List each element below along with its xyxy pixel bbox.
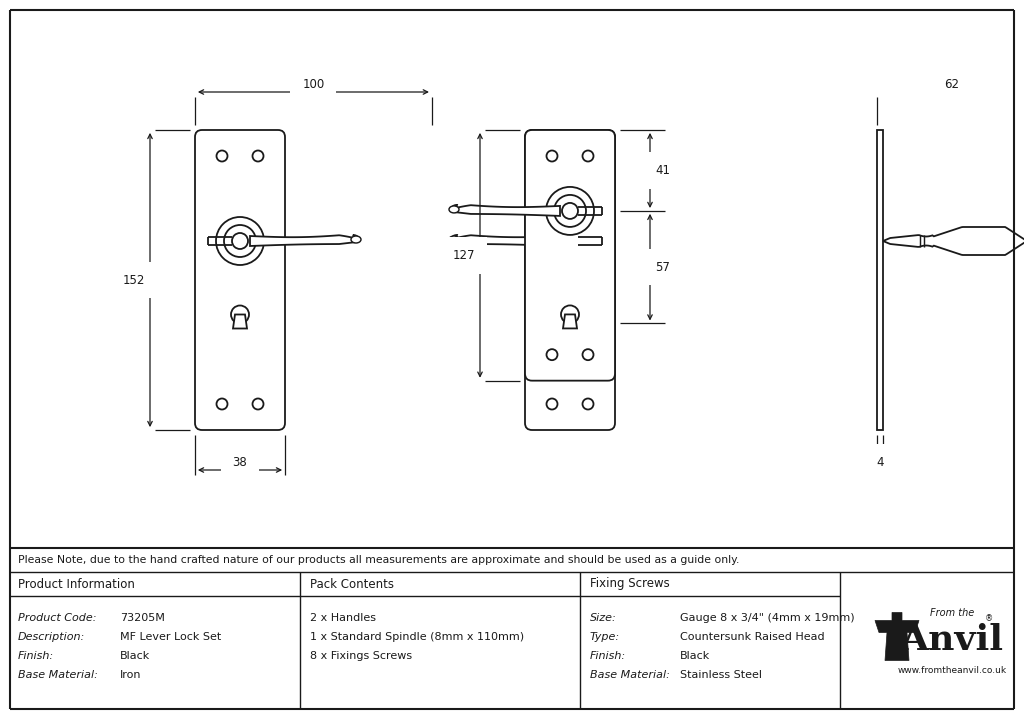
Circle shape — [546, 217, 594, 265]
Text: Finish:: Finish: — [18, 651, 54, 661]
Text: MF Lever Lock Set: MF Lever Lock Set — [120, 632, 221, 642]
Circle shape — [561, 306, 579, 324]
Text: 8 x Fixings Screws: 8 x Fixings Screws — [310, 651, 412, 661]
Text: Pack Contents: Pack Contents — [310, 577, 394, 590]
Text: Size:: Size: — [590, 613, 616, 623]
Bar — [877, 130, 883, 430]
FancyBboxPatch shape — [525, 130, 615, 380]
Text: Product Information: Product Information — [18, 577, 135, 590]
Text: Black: Black — [680, 651, 711, 661]
Polygon shape — [250, 235, 358, 246]
Text: Gauge 8 x 3/4" (4mm x 19mm): Gauge 8 x 3/4" (4mm x 19mm) — [680, 613, 855, 623]
Circle shape — [547, 150, 557, 162]
Text: ®: ® — [985, 614, 993, 623]
Circle shape — [547, 398, 557, 410]
Circle shape — [547, 349, 557, 360]
Circle shape — [232, 233, 248, 249]
Circle shape — [562, 233, 578, 249]
Circle shape — [253, 398, 263, 410]
Circle shape — [216, 217, 264, 265]
Circle shape — [561, 306, 579, 324]
Polygon shape — [452, 205, 560, 216]
Ellipse shape — [351, 236, 361, 243]
Polygon shape — [563, 314, 577, 329]
Circle shape — [562, 203, 578, 219]
Text: Iron: Iron — [120, 670, 141, 680]
Polygon shape — [452, 235, 560, 246]
Text: 41: 41 — [655, 164, 670, 177]
Circle shape — [583, 150, 594, 162]
Text: Base Material:: Base Material: — [18, 670, 98, 680]
Circle shape — [583, 349, 594, 360]
Text: 152: 152 — [123, 273, 145, 286]
Text: 62: 62 — [944, 78, 959, 91]
Circle shape — [253, 150, 263, 162]
Circle shape — [546, 187, 594, 235]
Circle shape — [554, 195, 586, 227]
Text: 73205M: 73205M — [120, 613, 165, 623]
Text: 2 x Handles: 2 x Handles — [310, 613, 376, 623]
Text: Please Note, due to the hand crafted nature of our products all measurements are: Please Note, due to the hand crafted nat… — [18, 555, 739, 565]
Text: Description:: Description: — [18, 632, 85, 642]
Text: 1 x Standard Spindle (8mm x 110mm): 1 x Standard Spindle (8mm x 110mm) — [310, 632, 524, 642]
Text: Finish:: Finish: — [590, 651, 626, 661]
FancyBboxPatch shape — [195, 130, 285, 430]
Text: Fixing Screws: Fixing Screws — [590, 577, 670, 590]
Text: 100: 100 — [302, 78, 325, 91]
Text: Type:: Type: — [590, 632, 621, 642]
Text: 57: 57 — [655, 261, 670, 274]
Circle shape — [554, 225, 586, 257]
Ellipse shape — [449, 236, 459, 243]
Circle shape — [224, 225, 256, 257]
Circle shape — [583, 150, 594, 162]
Text: Countersunk Raised Head: Countersunk Raised Head — [680, 632, 824, 642]
Text: Base Material:: Base Material: — [590, 670, 670, 680]
Text: Black: Black — [120, 651, 151, 661]
Ellipse shape — [449, 206, 459, 213]
Text: Stainless Steel: Stainless Steel — [680, 670, 762, 680]
Circle shape — [547, 150, 557, 162]
Polygon shape — [883, 227, 1024, 255]
Polygon shape — [233, 314, 247, 329]
Text: 127: 127 — [453, 249, 475, 262]
Text: 38: 38 — [232, 456, 248, 469]
Circle shape — [231, 306, 249, 324]
Text: From the: From the — [930, 608, 974, 618]
Text: Product Code:: Product Code: — [18, 613, 96, 623]
Circle shape — [216, 398, 227, 410]
Polygon shape — [874, 613, 919, 661]
FancyBboxPatch shape — [525, 130, 615, 430]
Text: Anvil: Anvil — [900, 623, 1004, 657]
Circle shape — [216, 150, 227, 162]
Text: www.fromtheanvil.co.uk: www.fromtheanvil.co.uk — [897, 666, 1007, 675]
Text: 4: 4 — [877, 456, 884, 469]
Polygon shape — [563, 314, 577, 329]
Circle shape — [583, 398, 594, 410]
